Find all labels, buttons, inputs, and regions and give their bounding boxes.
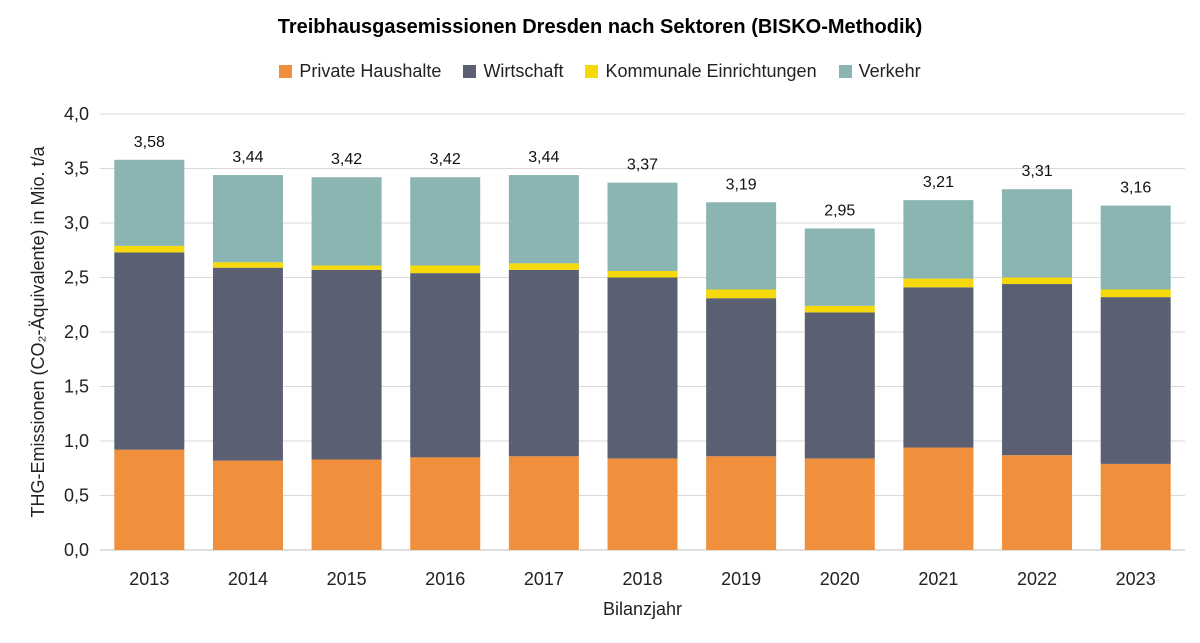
bar-segment: [114, 252, 185, 450]
legend: Private Haushalte Wirtschaft Kommunale Ein…: [0, 61, 1200, 82]
x-tick-label: 2020: [820, 569, 860, 589]
data-label: 3,19: [726, 176, 757, 193]
bar-segment: [706, 456, 777, 550]
bar-segment: [1100, 463, 1171, 550]
y-tick-label: 3,5: [64, 159, 89, 179]
data-label: 3,42: [331, 151, 362, 168]
bar-segment: [804, 458, 875, 550]
y-tick-label: 4,0: [64, 104, 89, 124]
x-tick-label: 2019: [721, 569, 761, 589]
bar-segment: [114, 449, 185, 550]
bar-segment: [508, 175, 579, 264]
chart-title: Treibhausgasemissionen Dresden nach Sekt…: [277, 16, 923, 38]
bar-segment: [903, 447, 974, 550]
y-tick-label: 0,0: [64, 540, 89, 560]
legend-swatch: [463, 65, 477, 78]
legend-label: Private Haushalte: [299, 61, 442, 81]
x-tick-label: 2022: [1017, 569, 1057, 589]
bar-segment: [311, 269, 382, 460]
bar-segment: [607, 270, 678, 278]
legend-label: Verkehr: [858, 61, 921, 81]
y-tick-label: 2,5: [64, 268, 89, 288]
bar-segment: [1002, 455, 1073, 550]
bar-segment: [114, 245, 185, 253]
x-axis-title: Bilanzjahr: [603, 599, 682, 619]
legend-label: Kommunale Einrichtungen: [605, 61, 817, 81]
bar-segment: [804, 305, 875, 313]
data-label: 3,16: [1120, 180, 1151, 197]
y-tick-label: 0,5: [64, 486, 89, 506]
x-tick-label: 2013: [129, 569, 169, 589]
bar-segment: [706, 298, 777, 457]
data-label: 3,21: [923, 174, 954, 191]
x-tick-label: 2016: [425, 569, 465, 589]
bar-segment: [212, 267, 283, 461]
legend-item: Verkehr: [838, 61, 921, 82]
y-tick-label: 1,0: [64, 431, 89, 451]
bar-segment: [1100, 297, 1171, 464]
bar-segment: [1002, 277, 1073, 285]
y-tick-label: 3,0: [64, 213, 89, 233]
bar-segment: [1100, 205, 1171, 290]
bar-segment: [410, 273, 481, 458]
bar-segment: [1002, 189, 1073, 278]
bar-segment: [903, 287, 974, 448]
data-label: 3,44: [232, 149, 263, 166]
x-tick-label: 2018: [622, 569, 662, 589]
bar-segment: [706, 289, 777, 299]
bar-segment: [311, 177, 382, 266]
data-label: 3,44: [528, 149, 559, 166]
legend-item: Kommunale Einrichtungen: [585, 61, 817, 82]
bar-segment: [508, 269, 579, 457]
y-tick-label: 2,0: [64, 322, 89, 342]
data-label: 2,95: [824, 202, 855, 219]
bar-segment: [1100, 289, 1171, 298]
legend-swatch: [279, 65, 293, 78]
bar-segment: [607, 458, 678, 550]
x-tick-label: 2014: [228, 569, 268, 589]
bar-segment: [410, 265, 481, 274]
x-tick-label: 2023: [1116, 569, 1156, 589]
bar-segment: [212, 460, 283, 550]
bar-segment: [804, 312, 875, 459]
bar-segment: [410, 177, 481, 266]
data-label: 3,42: [430, 151, 461, 168]
y-axis-title: THG-Emissionen (CO₂-Äquivalente) in Mio.…: [28, 145, 48, 517]
legend-item: Private Haushalte: [279, 61, 441, 82]
legend-swatch: [585, 65, 599, 78]
bar-segment: [508, 456, 579, 550]
bar-segment: [212, 262, 283, 268]
legend-swatch: [838, 65, 852, 78]
bar-segment: [607, 277, 678, 459]
x-tick-label: 2021: [918, 569, 958, 589]
bar-segment: [410, 457, 481, 550]
bar-segment: [311, 265, 382, 270]
data-label: 3,31: [1021, 163, 1052, 180]
legend-item: Wirtschaft: [463, 61, 563, 82]
bar-segment: [804, 228, 875, 306]
data-label: 3,58: [134, 134, 165, 151]
bar-segment: [1002, 284, 1073, 456]
x-tick-label: 2015: [327, 569, 367, 589]
bar-segment: [212, 175, 283, 263]
bar-segment: [903, 278, 974, 288]
bar-segment: [706, 202, 777, 290]
bar-segment: [607, 182, 678, 271]
bar-segment: [311, 459, 382, 550]
y-tick-label: 1,5: [64, 377, 89, 397]
bar-segment: [903, 200, 974, 279]
data-label: 3,37: [627, 157, 658, 174]
x-tick-label: 2017: [524, 569, 564, 589]
bar-segment: [508, 263, 579, 270]
bar-segment: [114, 159, 185, 246]
legend-label: Wirtschaft: [483, 61, 564, 81]
